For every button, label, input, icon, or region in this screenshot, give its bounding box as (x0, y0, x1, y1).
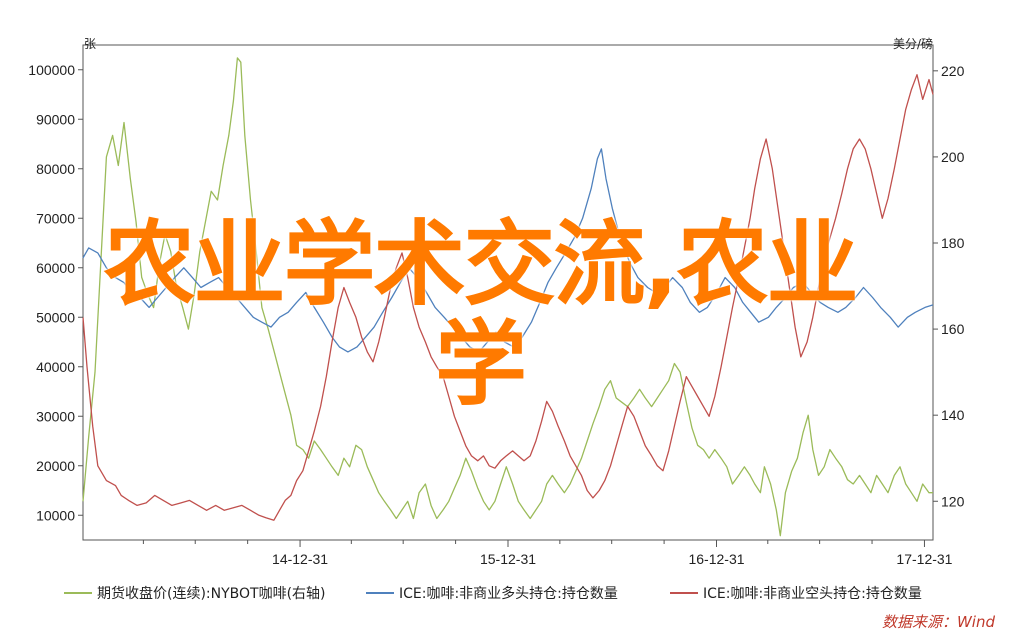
series-line-1 (82, 148, 934, 353)
left-tick-label: 90000 (36, 111, 75, 127)
x-axis: 14-12-31 15-12-31 16-12-31 17-12-31 (142, 540, 953, 567)
legend-label-long-positions: ICE:咖啡:非商业多头持仓:持仓数量 (399, 585, 618, 602)
left-tick-label: 60000 (36, 260, 75, 276)
data-source: 数据来源：Wind (882, 613, 996, 631)
series-line-2 (82, 74, 934, 521)
right-tick-label: 220 (941, 63, 965, 79)
left-tick-label: 20000 (36, 458, 75, 474)
series-line-0 (82, 57, 933, 537)
right-axis: 120 140 160 180 200 220 (933, 63, 965, 509)
right-tick-label: 140 (941, 407, 965, 423)
watermark-overlay-text: 农业学术交流,农业学 (103, 211, 859, 418)
x-tick-label: 16-12-31 (688, 551, 744, 567)
right-tick-label: 200 (941, 149, 965, 165)
legend: 期货收盘价(连续):NYBOT咖啡(右轴) ICE:咖啡:非商业多头持仓:持仓数… (64, 585, 922, 602)
right-axis-unit: 美分/磅 (893, 36, 933, 51)
x-tick-label: 14-12-31 (272, 551, 328, 567)
left-tick-label: 70000 (36, 210, 75, 226)
x-tick-label: 15-12-31 (480, 551, 536, 567)
left-tick-label: 50000 (36, 309, 75, 325)
left-tick-label: 40000 (36, 359, 75, 375)
left-axis-unit: 张 (84, 37, 96, 51)
legend-label-short-positions: ICE:咖啡:非商业空头持仓:持仓数量 (703, 586, 922, 602)
left-tick-label: 30000 (36, 408, 75, 424)
series-lines (82, 57, 934, 537)
right-tick-label: 160 (941, 321, 965, 337)
left-tick-label: 100000 (28, 62, 75, 78)
legend-label-coffee-price: 期货收盘价(连续):NYBOT咖啡(右轴) (97, 585, 326, 602)
plot-frame (82, 44, 934, 541)
right-tick-label: 180 (941, 235, 965, 251)
x-tick-label: 17-12-31 (896, 551, 952, 567)
legend-item-long-positions: ICE:咖啡:非商业多头持仓:持仓数量 (366, 585, 618, 602)
right-tick-label: 120 (941, 493, 965, 509)
left-tick-label: 80000 (36, 161, 75, 177)
legend-item-short-positions: ICE:咖啡:非商业空头持仓:持仓数量 (670, 586, 922, 602)
left-tick-label: 10000 (36, 507, 75, 523)
legend-item-coffee-price: 期货收盘价(连续):NYBOT咖啡(右轴) (64, 585, 326, 602)
left-axis: 10000 20000 30000 40000 50000 60000 70000 80000… (28, 62, 83, 523)
